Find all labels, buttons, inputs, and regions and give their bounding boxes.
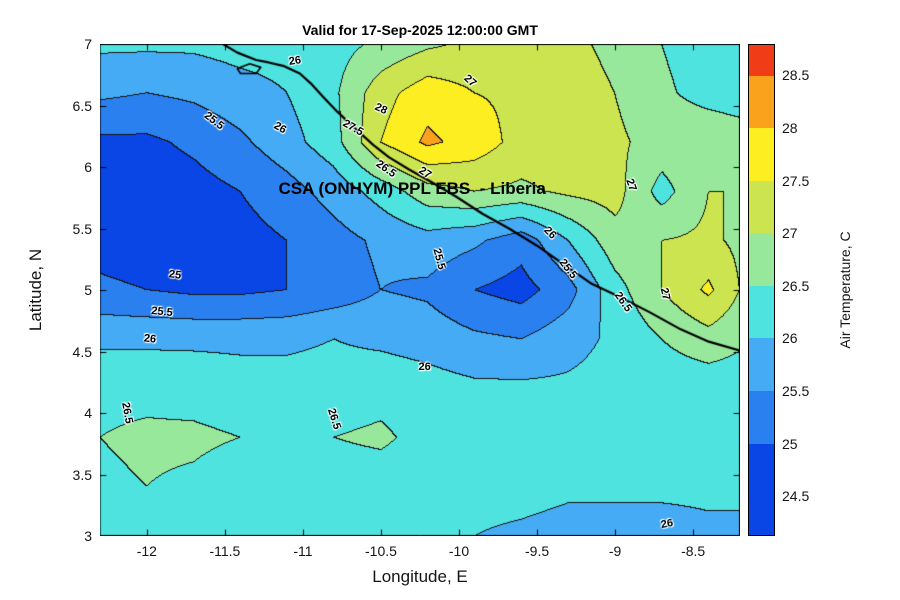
y-tick-label: 7: [84, 36, 92, 52]
contour-label: 26: [288, 54, 303, 69]
colorbar-tick-label: 27: [782, 225, 798, 242]
y-tick-label: 6: [84, 159, 92, 175]
colorbar-tick-label: 25: [782, 435, 798, 452]
contour-plot-canvas: [100, 44, 740, 536]
contour-label: 27: [657, 286, 673, 301]
colorbar-segment: [749, 390, 774, 444]
x-tick-label: -11.5: [209, 543, 241, 559]
contour-label: 25.5: [151, 305, 174, 320]
x-tick-label: -10.5: [365, 543, 397, 559]
y-tick-label: 6.5: [72, 97, 92, 114]
colorbar-segment: [749, 285, 774, 339]
map-overlay-label: CSA (ONHYM) PPL EBS - Liberia: [278, 179, 546, 199]
x-tick-label: -12: [136, 543, 157, 559]
y-axis-label: Latitude, N: [26, 248, 45, 332]
x-tick-label: -9.5: [525, 543, 550, 559]
y-tick-label: 3: [84, 528, 92, 544]
x-tick-label: -10: [448, 543, 470, 559]
contour-label: 25: [168, 268, 182, 283]
y-tick-label: 3.5: [72, 466, 92, 483]
y-tick-label: 5: [84, 282, 92, 298]
contour-label: 26: [659, 516, 674, 531]
contour-label: 26: [143, 332, 157, 346]
colorbar-tick-label: 27.5: [782, 172, 810, 189]
colorbar-label: Air Temperature, C: [837, 231, 853, 349]
y-tick-label: 5.5: [72, 220, 92, 237]
colorbar-segment: [749, 44, 774, 76]
colorbar-tick-label: 26.5: [782, 277, 810, 294]
y-tick-label: 4: [84, 405, 92, 421]
colorbar-tick-label: 28.5: [782, 67, 810, 84]
colorbar-segment: [749, 232, 774, 286]
x-axis-label: Longitude, E: [372, 567, 468, 586]
plot-title: Valid for 17-Sep-2025 12:00:00 GMT: [302, 22, 538, 38]
contour-label: 26: [418, 361, 431, 374]
x-tick-label: -8.5: [681, 543, 706, 559]
colorbar-segment: [749, 127, 774, 181]
colorbar-segment: [749, 443, 774, 535]
colorbar-segment: [749, 75, 774, 129]
colorbar-tick-label: 28: [782, 120, 798, 137]
x-tick-label: -9: [608, 543, 622, 559]
colorbar-tick-label: 25.5: [782, 382, 810, 399]
colorbar-segment: [749, 337, 774, 391]
colorbar-tick-label: 24.5: [782, 488, 810, 505]
colorbar: [748, 44, 775, 536]
y-tick-label: 4.5: [72, 343, 92, 360]
colorbar-segment: [749, 180, 774, 234]
colorbar-tick-label: 26: [782, 330, 798, 347]
x-tick-label: -11: [293, 543, 313, 559]
